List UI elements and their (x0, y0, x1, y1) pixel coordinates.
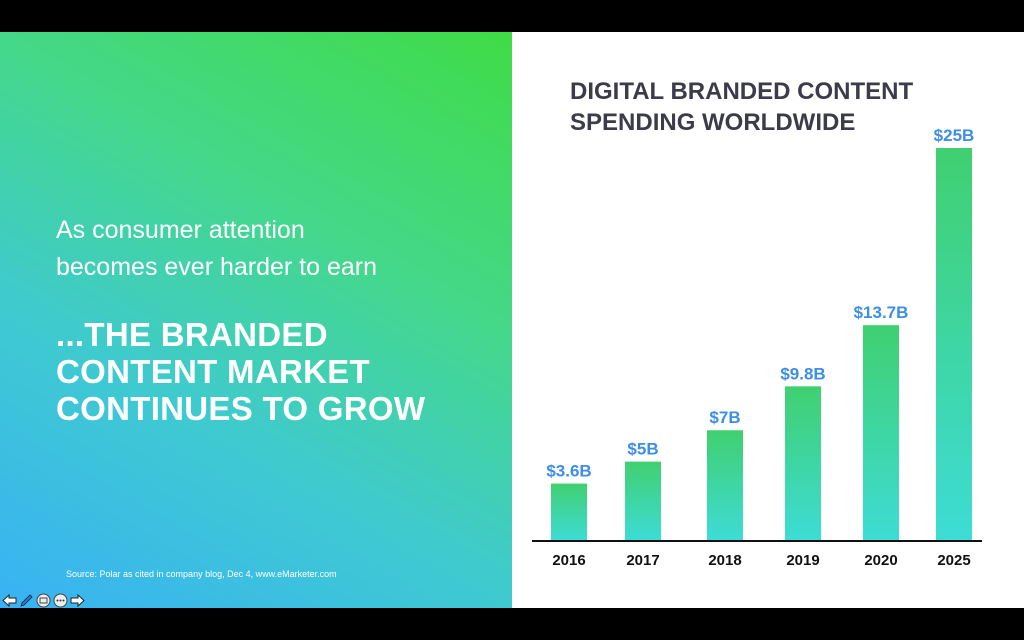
x-tick-label-2016: 2016 (552, 552, 585, 569)
x-tick-label-2020: 2020 (864, 552, 897, 569)
bar-2018 (707, 430, 743, 540)
arrow-right-icon[interactable] (70, 593, 85, 608)
value-label-2018: $7B (709, 408, 740, 427)
value-label-2020: $13.7B (854, 303, 909, 322)
left-panel: As consumer attention becomes ever harde… (0, 32, 512, 608)
x-tick-label-2017: 2017 (626, 552, 659, 569)
slide: As consumer attention becomes ever harde… (0, 32, 1024, 608)
bar-2016 (551, 483, 587, 540)
bar-2019 (785, 386, 821, 540)
headline: ...THE BRANDED CONTENT MARKET CONTINUES … (56, 316, 496, 427)
bar-2017 (625, 461, 661, 540)
subtitle: As consumer attention becomes ever harde… (56, 212, 476, 286)
value-label-2016: $3.6B (546, 462, 591, 481)
x-tick-label-2025: 2025 (937, 552, 970, 569)
chart-title: DIGITAL BRANDED CONTENT SPENDING WORLDWI… (570, 76, 1000, 138)
arrow-left-icon[interactable] (2, 593, 17, 608)
chart-title-line: DIGITAL BRANDED CONTENT (570, 78, 914, 105)
more-options-icon[interactable] (53, 593, 68, 608)
chart-title-line: SPENDING WORLDWIDE (570, 109, 856, 136)
x-tick-label-2019: 2019 (786, 552, 819, 569)
subtitle-line: becomes ever harder to earn (56, 253, 378, 281)
headline-line: ...THE BRANDED (56, 316, 328, 353)
slides-menu-icon[interactable] (36, 593, 51, 608)
value-label-2019: $9.8B (780, 364, 825, 383)
headline-line: CONTENT MARKET (56, 353, 371, 390)
value-label-2025: $25B (934, 126, 975, 145)
bar-2025 (936, 148, 972, 540)
headline-line: CONTINUES TO GROW (56, 390, 426, 427)
value-label-2017: $5B (627, 440, 658, 459)
pen-icon[interactable] (19, 593, 34, 608)
source-note: Source: Polar as cited in company blog, … (66, 569, 337, 579)
presentation-nav (2, 592, 85, 608)
bar-chart: $3.6B 2016 $5B 2017 $7B 2018 $9.8B 2019 $13.7B 20… (532, 126, 982, 569)
x-tick-label-2018: 2018 (708, 552, 741, 569)
subtitle-line: As consumer attention (56, 216, 305, 244)
bar-2020 (863, 325, 899, 540)
